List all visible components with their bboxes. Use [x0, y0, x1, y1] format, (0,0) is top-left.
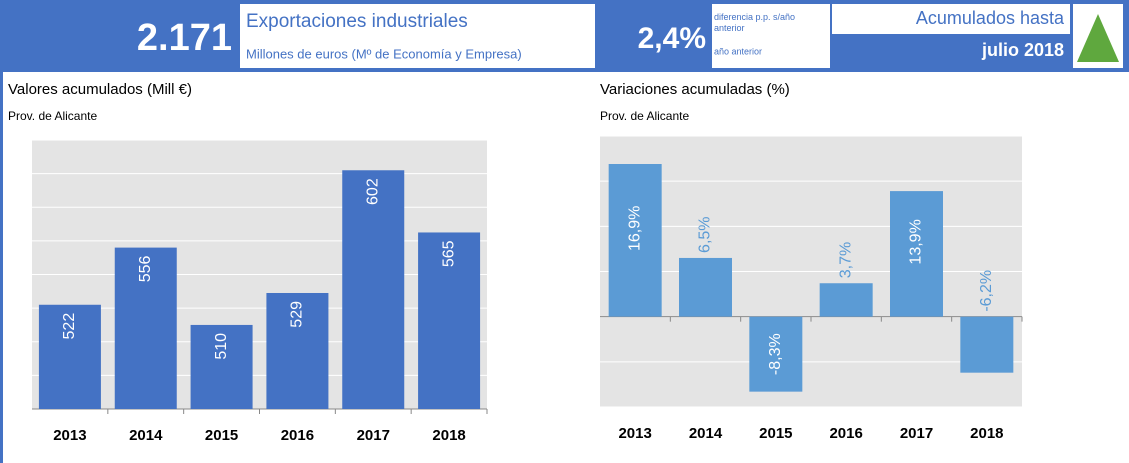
value-label: 3,7% — [837, 242, 854, 278]
x-tick-label: 2013 — [618, 425, 651, 442]
header-subtitle: Millones de euros (Mº de Economía y Empr… — [246, 46, 522, 61]
bar — [819, 283, 873, 317]
chart-subtitle: Prov. de Alicante — [8, 109, 97, 123]
value-label: 565 — [440, 240, 457, 267]
x-tick-label: 2016 — [829, 425, 862, 442]
value-label: 522 — [61, 313, 78, 340]
bar — [342, 170, 405, 409]
value-label: 13,9% — [908, 219, 925, 264]
x-tick-label: 2014 — [129, 427, 163, 444]
change-value: 2,4% — [638, 22, 706, 55]
left-border — [0, 72, 3, 463]
value-label: 556 — [137, 256, 154, 283]
value-label: -6,2% — [978, 270, 995, 312]
x-tick-label: 2017 — [900, 425, 933, 442]
value-label: 602 — [364, 178, 381, 205]
bar — [190, 324, 253, 409]
change-note-2: año anterior — [714, 46, 762, 56]
bar — [960, 316, 1014, 373]
value-label: 16,9% — [626, 206, 643, 251]
bar — [266, 292, 329, 409]
up-indicator — [1077, 14, 1119, 62]
period-label: Acumulados hasta — [916, 8, 1065, 28]
x-tick-label: 2018 — [432, 427, 465, 444]
value-label: 510 — [213, 333, 230, 360]
x-tick-label: 2015 — [205, 427, 238, 444]
change-note-wrap: diferencia p.p. s/año anterior — [714, 12, 796, 33]
bar — [890, 191, 943, 317]
period-box — [832, 4, 1070, 34]
value-label: -8,3% — [767, 333, 784, 375]
chart-subtitle: Prov. de Alicante — [600, 109, 689, 123]
bar — [679, 257, 732, 317]
bar — [418, 232, 481, 409]
title-box — [240, 4, 595, 68]
change-note: diferencia p.p. s/año anterior — [714, 12, 796, 33]
bar — [38, 304, 101, 409]
x-tick-label: 2014 — [689, 425, 723, 442]
chart-title: Valores acumulados (Mill €) — [8, 81, 192, 98]
x-tick-label: 2013 — [53, 427, 86, 444]
bar — [749, 316, 803, 392]
bar — [114, 247, 177, 409]
chart-title: Variaciones acumuladas (%) — [600, 81, 790, 98]
note-box — [712, 4, 830, 68]
value-label: 529 — [289, 301, 306, 328]
x-tick-label: 2017 — [357, 427, 390, 444]
x-tick-label: 2018 — [970, 425, 1003, 442]
bar — [608, 164, 662, 317]
period: julio 2018 — [981, 40, 1064, 60]
x-tick-label: 2016 — [281, 427, 314, 444]
header-title: Exportaciones industriales — [246, 11, 468, 32]
value-label: 6,5% — [697, 216, 714, 252]
x-tick-label: 2015 — [759, 425, 792, 442]
big-value: 2.171 — [137, 17, 232, 59]
